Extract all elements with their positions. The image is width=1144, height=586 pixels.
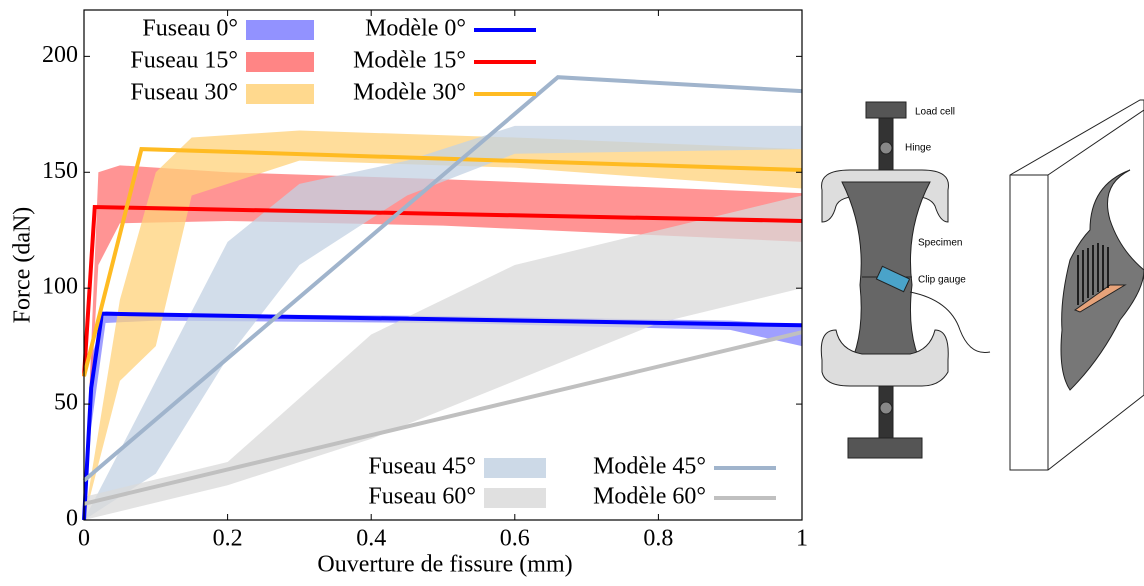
plot-frame xyxy=(83,9,803,521)
x-tick-label: 0 xyxy=(78,526,90,552)
legend-label: Fuseau 0° xyxy=(142,16,238,42)
x-tick-label: 1 xyxy=(796,526,808,552)
legend-swatch xyxy=(484,458,546,478)
legend-label: Modèle 60° xyxy=(593,484,706,510)
legend-label: Modèle 0° xyxy=(365,16,466,42)
specimen-3d-diagram xyxy=(1009,99,1144,471)
legend-swatch xyxy=(484,488,546,508)
y-tick-label: 50 xyxy=(54,390,78,416)
x-tick-label: 0.2 xyxy=(213,526,243,552)
y-tick-label: 150 xyxy=(42,158,78,184)
model-line xyxy=(82,147,803,377)
model-line xyxy=(82,311,803,521)
model-line xyxy=(83,330,803,506)
test-rig-diagram xyxy=(820,101,991,459)
plot xyxy=(82,75,803,521)
x-tick-label: 0.8 xyxy=(643,526,673,552)
envelope-band xyxy=(84,195,802,521)
legend-swatch xyxy=(246,84,314,104)
legend-label: Fuseau 30° xyxy=(130,80,238,106)
legend-label: Modèle 30° xyxy=(353,80,466,106)
y-tick-label: 0 xyxy=(66,506,78,532)
y-axis-label: Force (daN) xyxy=(10,207,36,324)
diagram-label: Load cell xyxy=(915,107,955,118)
diagram-label: Hinge xyxy=(905,143,932,154)
y-tick-label: 100 xyxy=(42,274,78,300)
diagram-label: Specimen xyxy=(918,238,962,249)
model-line xyxy=(82,75,803,483)
model-line xyxy=(82,205,803,377)
envelope-band xyxy=(84,125,802,520)
y-tick-label: 200 xyxy=(42,42,78,68)
legend-label: Fuseau 45° xyxy=(368,454,476,480)
x-tick-label: 0.4 xyxy=(356,526,386,552)
legend-swatch xyxy=(246,20,314,40)
legend-label: Modèle 45° xyxy=(593,454,706,480)
legend-swatch xyxy=(246,52,314,72)
legend-label: Modèle 15° xyxy=(353,48,466,74)
legend-label: Fuseau 60° xyxy=(368,484,476,510)
diagram-label: Clip gauge xyxy=(918,275,966,286)
legend-label: Fuseau 15° xyxy=(130,48,238,74)
x-axis-label: Ouverture de fissure (mm) xyxy=(317,552,572,578)
x-tick-label: 0.6 xyxy=(500,526,530,552)
